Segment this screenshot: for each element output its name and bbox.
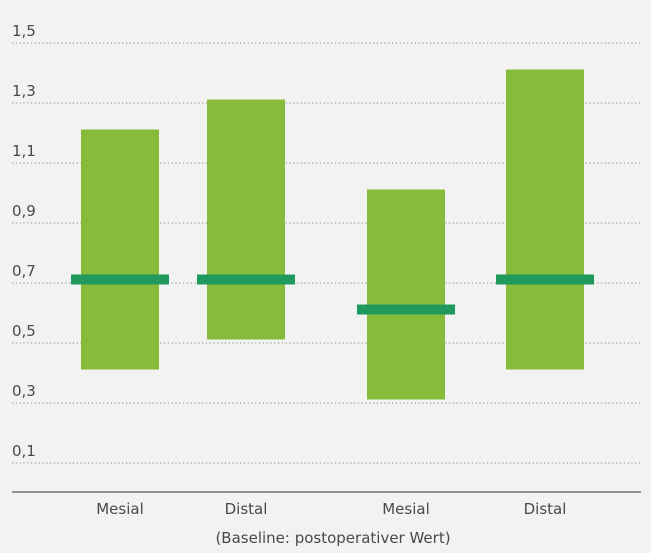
y-tick-label: 0,5: [12, 322, 36, 340]
marker-lines: [71, 274, 594, 315]
marker-line: [357, 304, 455, 315]
marker-line: [197, 274, 295, 285]
x-axis-title: (Baseline: postoperativer Wert): [215, 529, 450, 547]
y-tick-label: 0,3: [12, 382, 36, 400]
range-bar: [207, 99, 285, 340]
category-label: Mesial: [96, 500, 144, 518]
y-tick-label: 0,7: [12, 262, 36, 280]
marker-line: [496, 274, 594, 285]
category-label: Distal: [524, 500, 567, 518]
marker-line: [71, 274, 169, 285]
category-label: Distal: [225, 500, 268, 518]
range-bars: [81, 69, 584, 400]
category-label: Mesial: [382, 500, 430, 518]
y-tick-label: 0,1: [12, 442, 36, 460]
range-bar: [367, 189, 445, 400]
range-bar: [81, 129, 159, 370]
y-tick-labels: 1,5 1,3 1,1 0,9 0,7 0,5 0,3 0,1: [12, 22, 36, 460]
category-labels: Mesial Distal Mesial Distal: [96, 500, 566, 518]
range-bar: [506, 69, 584, 370]
y-tick-label: 1,1: [12, 142, 36, 160]
y-tick-label: 1,3: [12, 82, 36, 100]
y-tick-label: 1,5: [12, 22, 36, 40]
y-tick-label: 0,9: [12, 202, 36, 220]
